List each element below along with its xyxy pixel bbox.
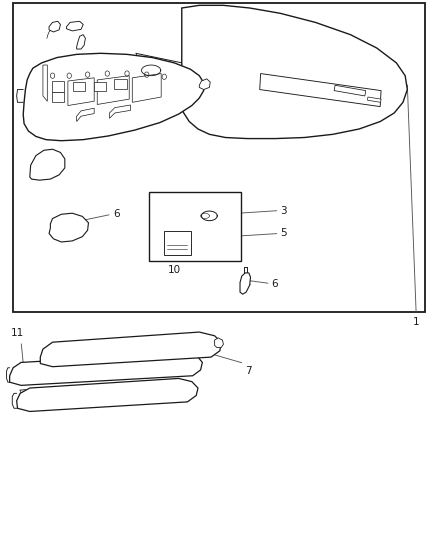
Polygon shape — [68, 78, 94, 106]
Text: 3: 3 — [280, 206, 287, 215]
Bar — [13, 3, 425, 312]
Text: 11: 11 — [11, 328, 24, 338]
Polygon shape — [23, 53, 204, 141]
Text: 9: 9 — [175, 395, 182, 406]
Polygon shape — [180, 5, 407, 139]
Polygon shape — [73, 82, 85, 91]
Polygon shape — [77, 35, 85, 49]
Polygon shape — [334, 85, 366, 96]
Text: 10: 10 — [168, 265, 181, 275]
Polygon shape — [30, 149, 65, 180]
Bar — [149, 192, 241, 261]
Text: 1: 1 — [413, 317, 420, 327]
Polygon shape — [260, 74, 381, 107]
Polygon shape — [97, 76, 129, 104]
Polygon shape — [110, 105, 131, 118]
Polygon shape — [67, 21, 83, 31]
Polygon shape — [43, 65, 47, 101]
Text: 6: 6 — [113, 209, 120, 219]
Polygon shape — [199, 79, 210, 90]
Polygon shape — [10, 353, 202, 385]
Polygon shape — [49, 213, 88, 242]
Polygon shape — [17, 378, 198, 411]
Polygon shape — [114, 79, 127, 89]
Polygon shape — [40, 332, 221, 367]
Polygon shape — [132, 74, 161, 102]
Polygon shape — [77, 108, 94, 122]
Polygon shape — [52, 81, 64, 92]
Polygon shape — [49, 21, 60, 32]
Polygon shape — [52, 92, 64, 102]
Text: 5: 5 — [280, 229, 287, 238]
Polygon shape — [240, 273, 251, 294]
Polygon shape — [215, 338, 223, 348]
Bar — [164, 231, 191, 255]
Polygon shape — [94, 82, 106, 91]
Polygon shape — [367, 97, 381, 102]
Text: 6: 6 — [272, 279, 278, 288]
Text: 7: 7 — [245, 366, 252, 376]
